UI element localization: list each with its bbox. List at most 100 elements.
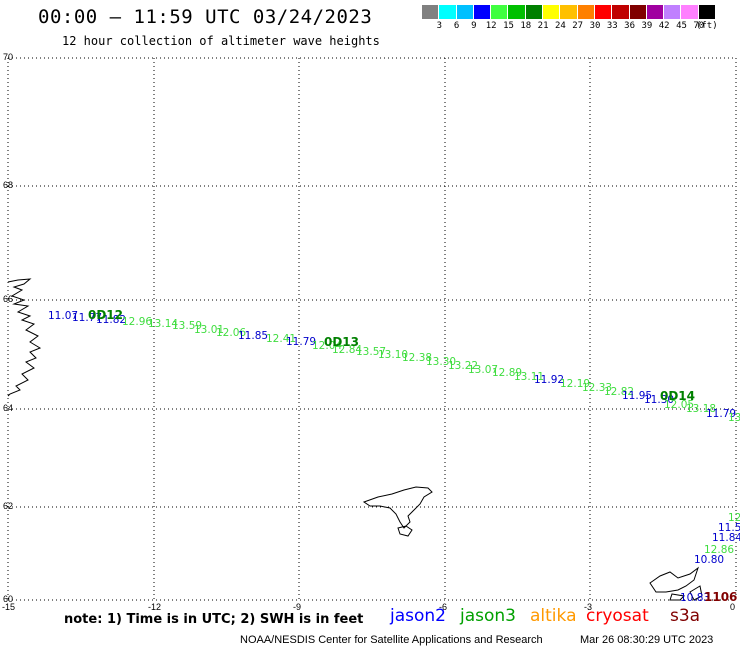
colorbar-swatch: [646, 5, 665, 19]
wave-height-label: 13.01: [194, 324, 225, 336]
y-tick-label: 70: [3, 52, 14, 62]
colorbar-label: 36: [624, 21, 636, 31]
colorbar-label: 30: [589, 21, 601, 31]
colorbar-label: 70: [693, 21, 705, 31]
map-subtitle: 12 hour collection of altimeter wave hei…: [62, 34, 380, 48]
colorbar-label: 12: [485, 21, 497, 31]
colorbar-unit: (ft): [695, 21, 718, 31]
wave-height-label: 13.18: [686, 403, 717, 415]
colorbar-label: 21: [537, 21, 549, 31]
wave-height-label: 12.04: [312, 340, 343, 352]
colorbar-label: 33: [606, 21, 618, 31]
x-tick-label: -12: [148, 602, 162, 612]
wave-height-label: 12.06: [216, 327, 247, 339]
graticule: [7, 57, 737, 601]
colorbar-swatch: [577, 5, 595, 19]
colorbar-swatch: [439, 5, 457, 19]
wave-height-label: 12.41: [266, 333, 297, 345]
wave-height-label: 12.84: [332, 344, 363, 356]
colorbar-swatch: [543, 5, 561, 19]
wave-height-label: 12.96: [122, 316, 153, 328]
wave-height-label: 11.85: [238, 330, 269, 342]
colorbar-swatch: [612, 5, 630, 19]
wave-height-label: 10.83: [680, 592, 711, 604]
wave-height-label: 13.30: [426, 356, 457, 368]
colorbar-swatch: [456, 5, 474, 19]
wave-height-label: 13.10: [378, 349, 409, 361]
generated-timestamp: Mar 26 08:30:29 UTC 2023: [580, 634, 714, 646]
y-tick-label: 68: [3, 180, 14, 190]
pass-id-label: 0D12: [88, 308, 124, 322]
pass-id-label: 0D14: [660, 389, 696, 403]
wave-height-label: 13.11: [514, 371, 545, 383]
y-tick-label: 60: [3, 594, 14, 604]
satellite-legend-item: jason2: [390, 606, 446, 626]
colorbar-swatch: [491, 5, 509, 19]
colorbar-label: 3: [436, 21, 443, 31]
wave-height-label: 12.82: [604, 386, 635, 398]
wave-height-label: 12.05: [664, 399, 695, 411]
colorbar-swatch: [560, 5, 578, 19]
colorbar-swatch: [508, 5, 526, 19]
colorbar-swatch: [473, 5, 492, 19]
pass-id-label: 1106: [704, 590, 738, 604]
faroe-islands: [362, 486, 433, 537]
colorbar-legend: [422, 5, 717, 19]
x-tick-label: -9: [293, 602, 302, 612]
y-tick-label: 66: [3, 294, 14, 304]
y-tick-label: 64: [3, 403, 14, 413]
pass-id-label: 0D13: [324, 335, 360, 349]
wave-height-label: 13.57: [356, 346, 387, 358]
wave-height-label: 12: [728, 512, 740, 524]
colorbar-swatch: [525, 5, 544, 19]
wave-height-label: 12.38: [402, 352, 433, 364]
iceland-coastline: [7, 278, 42, 397]
colorbar-label: 45: [676, 21, 687, 31]
wave-height-label: 13: [728, 412, 740, 424]
colorbar-label: 39: [641, 21, 653, 31]
colorbar-label: 18: [520, 21, 532, 31]
wave-height-label: 11.77: [72, 312, 103, 324]
x-tick-label: -6: [439, 602, 448, 612]
colorbar-swatch: [681, 5, 699, 19]
y-tick-label: 62: [3, 501, 14, 511]
wave-height-label: 12.86: [704, 544, 735, 556]
colorbar-label: 42: [658, 21, 670, 31]
map-title: 00:00 – 11:59 UTC 03/24/2023: [38, 6, 373, 28]
colorbar-swatch: [664, 5, 682, 19]
wave-height-label: 12.19: [560, 378, 591, 390]
wave-height-label: 11.82: [96, 314, 127, 326]
x-tick-label: 0: [730, 602, 736, 612]
colorbar-labels: 3 6 9 12 15 18 21 24 27 30 33 36 39 42 45 70 (ft): [422, 21, 740, 33]
wave-height-label: 11.92: [534, 374, 565, 386]
wave-height-label: 12.89: [492, 367, 523, 379]
wave-height-label: 10.80: [694, 554, 725, 566]
wave-height-label: 11.79: [706, 408, 737, 420]
wave-height-label: 11.79: [286, 336, 317, 348]
wave-height-label: 13.14: [148, 318, 179, 330]
wave-height-label: 12.33: [582, 382, 613, 394]
satellite-legend-item: cryosat: [586, 606, 649, 626]
colorbar-swatch: [698, 5, 717, 19]
colorbar-label: 9: [471, 21, 477, 31]
wave-height-label: 13.59: [172, 320, 203, 332]
credit-text: NOAA/NESDIS Center for Satellite Applica…: [240, 634, 543, 646]
wave-height-label: 11.5: [718, 522, 740, 534]
shetland-islands: [649, 566, 703, 601]
satellite-legend-item: jason3: [460, 606, 516, 626]
wave-height-label: 13.07: [468, 364, 499, 376]
colorbar-label: 6: [453, 21, 460, 31]
wave-height-label: 11.84: [712, 532, 740, 544]
wave-height-label: 13.22: [448, 360, 479, 372]
colorbar-label: 27: [572, 21, 584, 31]
colorbar-label: 24: [554, 21, 566, 31]
satellite-legend-item: altika: [530, 606, 577, 626]
satellite-legend-item: s3a: [670, 606, 701, 626]
colorbar-swatch: [594, 5, 613, 19]
colorbar-label: 15: [503, 21, 514, 31]
footer-note: note: 1) Time is in UTC; 2) SWH is in fe…: [64, 612, 364, 627]
colorbar-swatch: [629, 5, 647, 19]
x-tick-label: -15: [2, 602, 16, 612]
wave-height-label: 11.07: [48, 310, 79, 322]
